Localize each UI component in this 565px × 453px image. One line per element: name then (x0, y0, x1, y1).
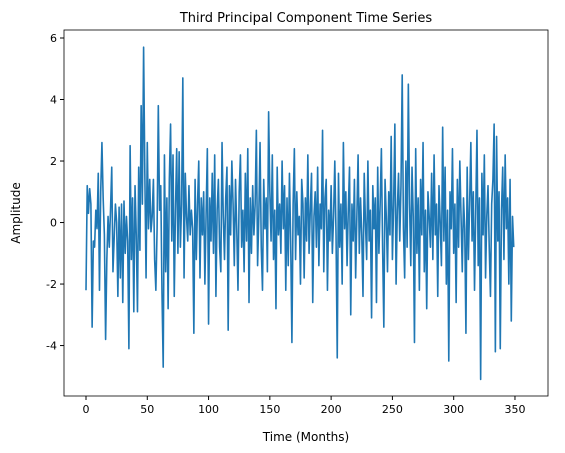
plot-frame (63, 29, 549, 397)
x-tick-label: 300 (443, 403, 464, 416)
series-line (85, 46, 515, 381)
y-tick-label: -2 (46, 278, 57, 291)
x-tick-label: 150 (259, 403, 280, 416)
x-tick-label: 350 (504, 403, 525, 416)
y-axis-label: Amplitude (9, 182, 23, 244)
x-tick-label: 100 (198, 403, 219, 416)
x-tick-label: 200 (321, 403, 342, 416)
y-tick-label: 6 (50, 32, 57, 45)
x-tick-label: 0 (83, 403, 90, 416)
x-axis-label: Time (Months) (262, 430, 349, 444)
y-tick-label: 2 (50, 155, 57, 168)
chart-title: Third Principal Component Time Series (179, 11, 433, 26)
x-tick-label: 50 (140, 403, 154, 416)
y-tick-label: 4 (50, 94, 57, 107)
y-tick-label: -4 (46, 340, 57, 353)
y-tick-label: 0 (50, 217, 57, 230)
x-tick-label: 250 (382, 403, 403, 416)
